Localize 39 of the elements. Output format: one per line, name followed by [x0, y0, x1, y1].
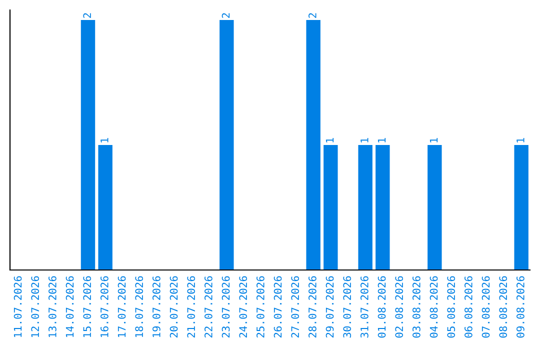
x-tick-label: 06.08.2026	[464, 276, 472, 338]
x-tick-label: 16.07.2026	[100, 276, 108, 338]
x-tick-label: 11.07.2026	[14, 276, 22, 338]
data-label: 1	[378, 138, 386, 142]
x-tick-label: 12.07.2026	[31, 276, 40, 338]
data-label: 1	[360, 138, 368, 142]
x-tick-label: 20.07.2026	[170, 276, 178, 338]
x-tick-label: 28.07.2026	[308, 276, 316, 338]
x-tick-label: 25.07.2026	[256, 276, 264, 338]
x-tick-label: 26.07.2026	[274, 276, 282, 338]
data-label: 2	[308, 13, 316, 18]
x-tick-label: 05.08.2026	[447, 276, 456, 338]
x-tick-label: 03.08.2026	[412, 276, 420, 338]
data-label: 1	[100, 138, 108, 142]
x-tick-label: 22.07.2026	[204, 276, 212, 338]
data-label: 1	[430, 138, 438, 142]
x-tick-label: 09.08.2026	[516, 276, 524, 338]
x-tick-label: 19.07.2026	[152, 276, 160, 338]
x-tick-label: 27.07.2026	[291, 276, 300, 338]
x-tick-label: 04.08.2026	[430, 276, 438, 338]
data-label: 1	[326, 138, 334, 142]
data-label: 2	[222, 13, 230, 18]
x-tick-label: 29.07.2026	[326, 276, 334, 338]
x-tick-label: 30.07.2026	[343, 276, 352, 338]
x-tick-label: 31.07.2026	[360, 276, 368, 338]
x-tick-label: 02.08.2026	[395, 276, 404, 338]
x-tick-label: 08.08.2026	[499, 276, 508, 338]
x-tick-label: 14.07.2026	[66, 276, 74, 338]
x-tick-label: 01.08.2026	[378, 276, 386, 338]
x-tick-label: 07.08.2026	[482, 276, 490, 338]
x-tick-label: 23.07.2026	[222, 276, 230, 338]
x-tick-label: 24.07.2026	[239, 276, 248, 338]
x-tick-label: 18.07.2026	[135, 276, 144, 338]
data-label: 2	[83, 13, 91, 18]
x-tick-label: 15.07.2026	[83, 276, 92, 338]
x-tick-label: 21.07.2026	[187, 276, 196, 338]
x-tick-label: 13.07.2026	[48, 276, 56, 338]
data-label: 1	[516, 138, 524, 142]
x-tick-label: 17.07.2026	[118, 276, 126, 338]
